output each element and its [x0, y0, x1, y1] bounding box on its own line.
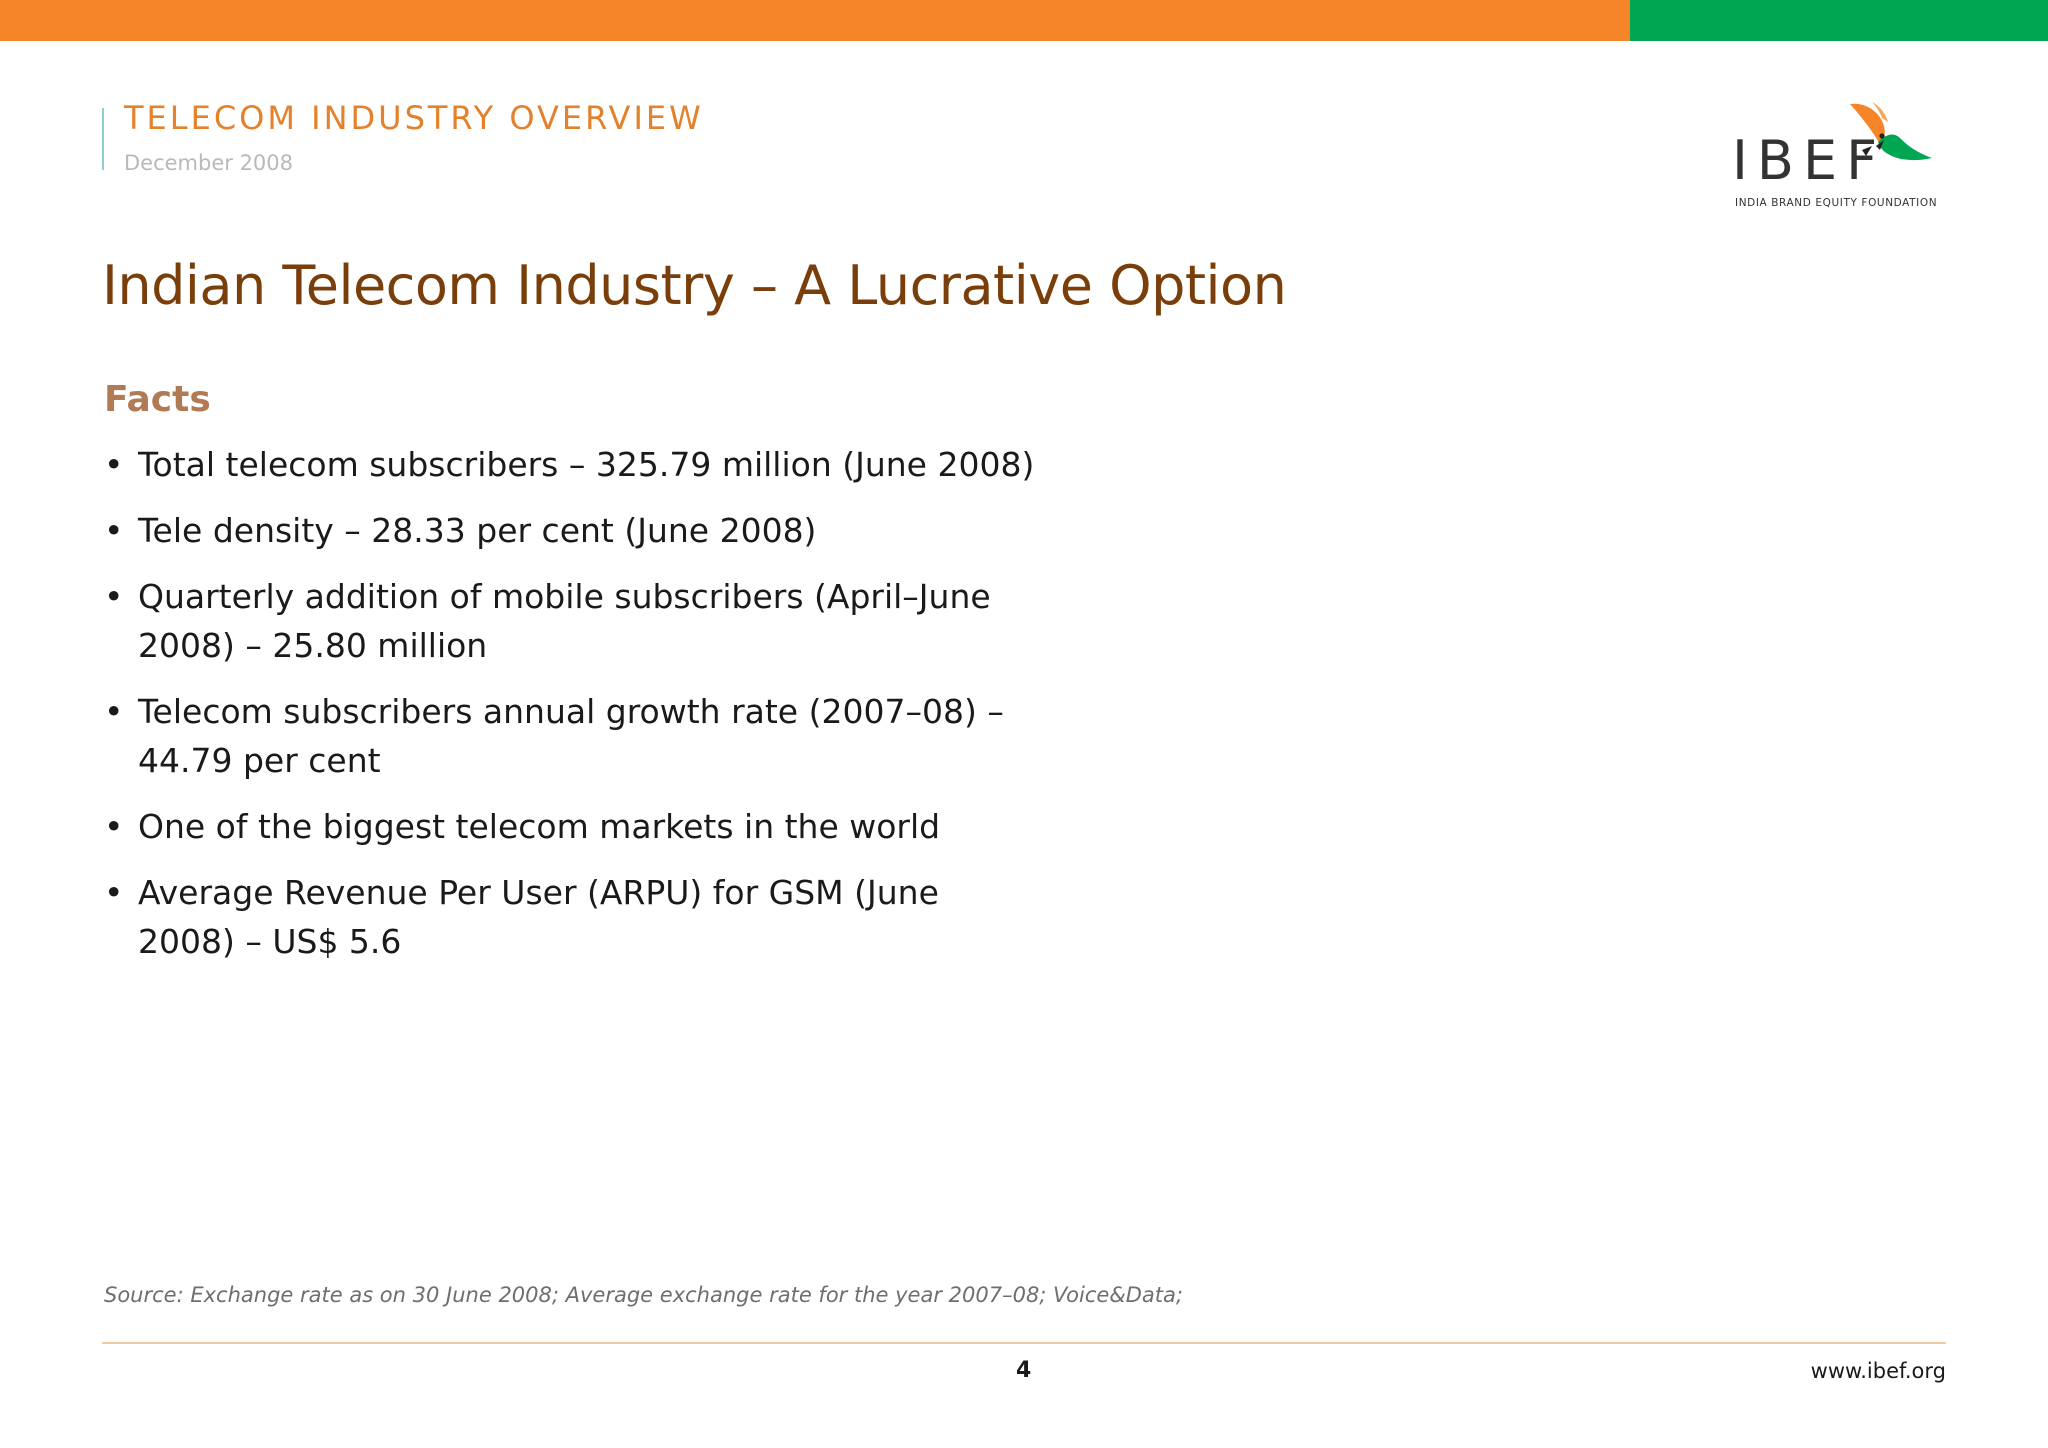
fact-item: • Total telecom subscribers – 325.79 mil…: [104, 440, 1054, 489]
fact-text: Telecom subscribers annual growth rate (…: [138, 692, 1004, 780]
bird-icon: [1850, 102, 1932, 161]
page-title: Indian Telecom Industry – A Lucrative Op…: [102, 254, 1287, 317]
logo-tagline: INDIA BRAND EQUITY FOUNDATION: [1735, 197, 1938, 209]
fact-item: • One of the biggest telecom markets in …: [104, 802, 1054, 851]
top-color-band: [0, 0, 2048, 41]
footer-divider: [102, 1342, 1946, 1344]
page-number: 4: [1016, 1358, 1032, 1383]
logo-wordmark: IBEF: [1732, 129, 1887, 192]
fact-text: Quarterly addition of mobile subscribers…: [138, 577, 991, 665]
bullet: •: [104, 511, 124, 550]
fact-item: • Tele density – 28.33 per cent (June 20…: [104, 506, 1054, 555]
website-link[interactable]: www.ibef.org: [1810, 1359, 1946, 1383]
fact-text: Total telecom subscribers – 325.79 milli…: [138, 445, 1035, 484]
fact-item: • Average Revenue Per User (ARPU) for GS…: [104, 868, 1054, 966]
bullet: •: [104, 445, 124, 484]
fact-item: • Quarterly addition of mobile subscribe…: [104, 572, 1054, 670]
fact-text: Tele density – 28.33 per cent (June 2008…: [138, 511, 817, 550]
bullet: •: [104, 873, 124, 912]
fact-text: Average Revenue Per User (ARPU) for GSM …: [138, 873, 939, 961]
bullet: •: [104, 577, 124, 616]
fact-item: • Telecom subscribers annual growth rate…: [104, 687, 1054, 785]
top-band-orange: [0, 0, 1630, 41]
facts-heading: Facts: [104, 379, 211, 420]
header-divider: [102, 108, 104, 170]
bullet: •: [104, 807, 124, 846]
ibef-logo: IBEF INDIA BRAND EQUITY FOUNDATION: [1730, 100, 1948, 212]
bullet: •: [104, 692, 124, 731]
source-note: Source: Exchange rate as on 30 June 2008…: [104, 1283, 1183, 1307]
fact-text: One of the biggest telecom markets in th…: [138, 807, 941, 846]
top-band-green: [1630, 0, 2048, 41]
document-date: December 2008: [124, 151, 294, 175]
facts-list: • Total telecom subscribers – 325.79 mil…: [104, 440, 1054, 983]
document-title: TELECOM INDUSTRY OVERVIEW: [124, 99, 704, 137]
